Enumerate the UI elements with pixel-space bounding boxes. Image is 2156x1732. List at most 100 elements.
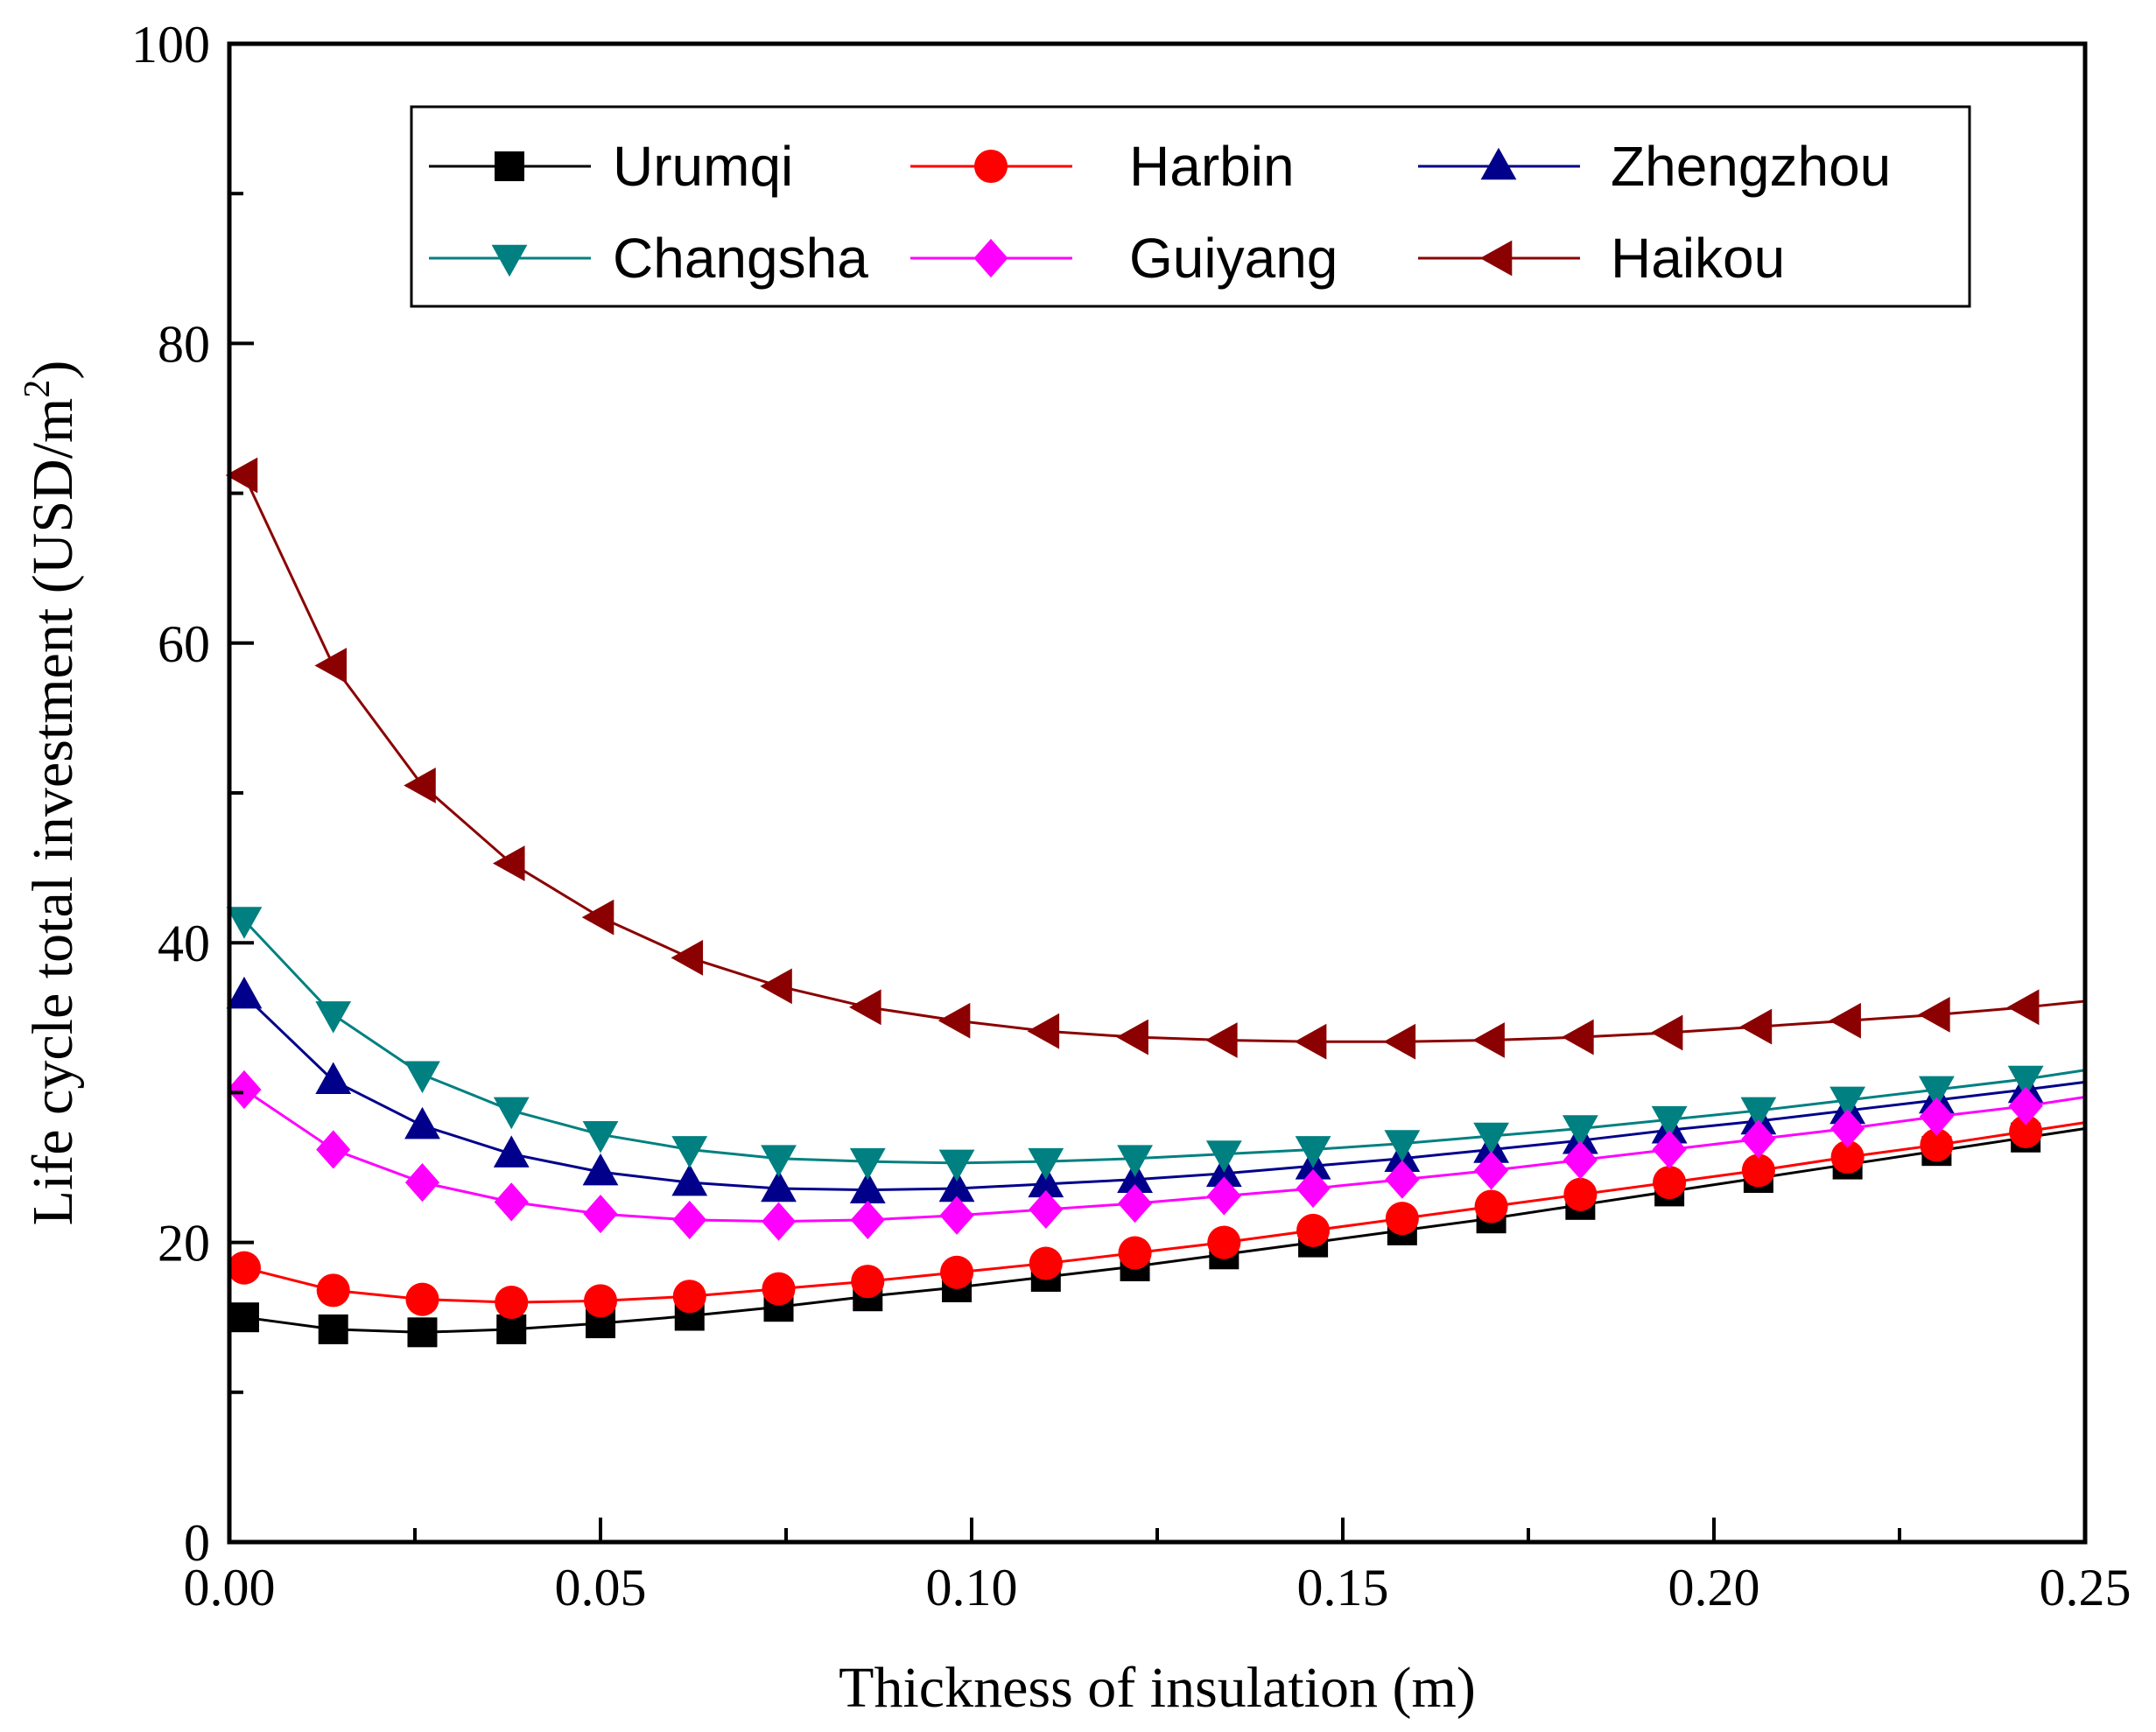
data-point-guiyang <box>2008 1086 2043 1125</box>
data-point-changsha <box>1117 1145 1153 1177</box>
data-point-harbin <box>1563 1177 1598 1211</box>
y-axis-title-superscript: 2 <box>18 380 58 398</box>
data-point-harbin <box>227 1251 261 1285</box>
data-point-zhengzhou <box>493 1135 530 1168</box>
data-point-haikou <box>671 939 704 976</box>
data-point-changsha <box>849 1147 886 1181</box>
y-axis-title-close: ) <box>21 361 85 380</box>
data-point-haikou <box>1383 1023 1416 1060</box>
data-point-changsha <box>1473 1122 1509 1155</box>
data-point-changsha <box>1919 1076 1955 1109</box>
data-point-changsha <box>938 1149 975 1182</box>
data-point-harbin <box>1385 1202 1419 1236</box>
legend-marker-haikou <box>1479 240 1513 277</box>
y-tick-label: 40 <box>158 915 210 972</box>
data-point-changsha <box>1829 1086 1866 1119</box>
data-point-haikou <box>1205 1022 1238 1058</box>
data-point-changsha <box>1384 1130 1421 1162</box>
data-point-guiyang <box>850 1200 885 1240</box>
data-point-guiyang <box>1830 1109 1865 1148</box>
data-point-harbin <box>583 1284 618 1318</box>
data-point-harbin <box>495 1286 529 1320</box>
data-point-guiyang <box>1296 1168 1331 1209</box>
x-axis-title: Thickness of insulation (m) <box>839 1656 1476 1720</box>
data-point-harbin <box>1830 1139 1865 1175</box>
data-point-changsha <box>493 1097 530 1130</box>
data-point-zhengzhou <box>849 1171 886 1203</box>
legend-label-guiyang: Guiyang <box>1129 227 1338 290</box>
data-point-haikou <box>1739 1008 1773 1045</box>
data-point-haikou <box>849 989 881 1026</box>
legend-marker-harbin <box>973 149 1008 184</box>
y-tick-label: 100 <box>131 16 210 74</box>
legend-marker-guiyang <box>973 238 1008 278</box>
y-tick-label: 20 <box>158 1215 210 1273</box>
legend-item-haikou: Haikou <box>1418 227 1785 290</box>
data-point-urumqi <box>228 1302 259 1333</box>
data-point-changsha <box>2007 1065 2044 1098</box>
data-point-guiyang <box>227 1069 262 1110</box>
legend: Urumqi Harbin Zhengzhou Changsha Guiyang Haik… <box>410 105 1971 308</box>
y-tick-label: 80 <box>158 315 210 373</box>
data-point-changsha <box>404 1061 440 1094</box>
data-point-haikou <box>404 768 436 803</box>
legend-label-changsha: Changsha <box>613 227 868 290</box>
data-point-harbin <box>316 1273 350 1308</box>
legend-box <box>410 105 1971 308</box>
legend-marker-changsha <box>491 244 528 277</box>
data-point-guiyang <box>1652 1130 1687 1169</box>
data-point-haikou <box>492 845 525 881</box>
data-point-harbin <box>762 1272 796 1306</box>
x-tick-label: 0.20 <box>1668 1559 1760 1616</box>
data-point-haikou <box>1829 1002 1861 1039</box>
data-point-harbin <box>940 1255 974 1289</box>
data-point-haikou <box>225 457 258 494</box>
data-point-harbin <box>405 1282 439 1316</box>
data-point-changsha <box>761 1145 797 1177</box>
data-point-zhengzhou <box>582 1153 619 1186</box>
x-tick-label: 0.05 <box>555 1559 647 1616</box>
data-point-harbin <box>1920 1128 1954 1162</box>
legend-item-harbin: Harbin <box>910 135 1295 198</box>
data-point-zhengzhou <box>671 1163 708 1196</box>
legend-label-zhengzhou: Zhengzhou <box>1611 135 1891 198</box>
data-point-guiyang <box>939 1196 974 1235</box>
data-point-zhengzhou <box>315 1062 352 1095</box>
data-point-guiyang <box>583 1194 618 1234</box>
legend-label-urumqi: Urumqi <box>613 135 793 198</box>
legend-label-harbin: Harbin <box>1129 135 1295 198</box>
data-point-guiyang <box>1919 1097 1954 1136</box>
data-point-guiyang <box>1385 1160 1420 1199</box>
data-point-changsha <box>1028 1147 1064 1181</box>
legend-item-zhengzhou: Zhengzhou <box>1418 135 1891 198</box>
data-point-haikou <box>314 648 348 684</box>
data-point-harbin <box>2009 1114 2043 1148</box>
ticks-layer <box>228 42 2087 1544</box>
data-point-zhengzhou <box>761 1169 797 1203</box>
data-point-guiyang <box>672 1200 707 1240</box>
data-point-urumqi <box>496 1314 527 1344</box>
x-tick-label: 0.25 <box>2040 1559 2131 1616</box>
data-point-changsha <box>671 1136 708 1168</box>
data-point-harbin <box>1474 1189 1508 1224</box>
data-point-changsha <box>1205 1140 1242 1173</box>
series-changsha <box>226 907 2086 1182</box>
series-guiyang <box>227 1069 2086 1241</box>
data-point-guiyang <box>1206 1176 1241 1216</box>
data-point-zhengzhou <box>1028 1165 1064 1198</box>
data-point-guiyang <box>1741 1119 1776 1159</box>
legend-item-guiyang: Guiyang <box>910 227 1338 290</box>
legend-marker-urumqi <box>495 151 524 181</box>
series-line-zhengzhou <box>242 994 2086 1192</box>
data-point-changsha <box>1295 1136 1331 1168</box>
data-point-haikou <box>1918 996 1950 1033</box>
data-point-harbin <box>1741 1153 1775 1188</box>
series-line-urumqi <box>243 1127 2086 1334</box>
data-point-haikou <box>1027 1013 1060 1049</box>
data-point-harbin <box>1118 1236 1152 1270</box>
data-point-harbin <box>1653 1166 1687 1200</box>
series-line-changsha <box>242 919 2086 1165</box>
series-harbin <box>227 1114 2086 1320</box>
data-point-haikou <box>1562 1019 1594 1055</box>
